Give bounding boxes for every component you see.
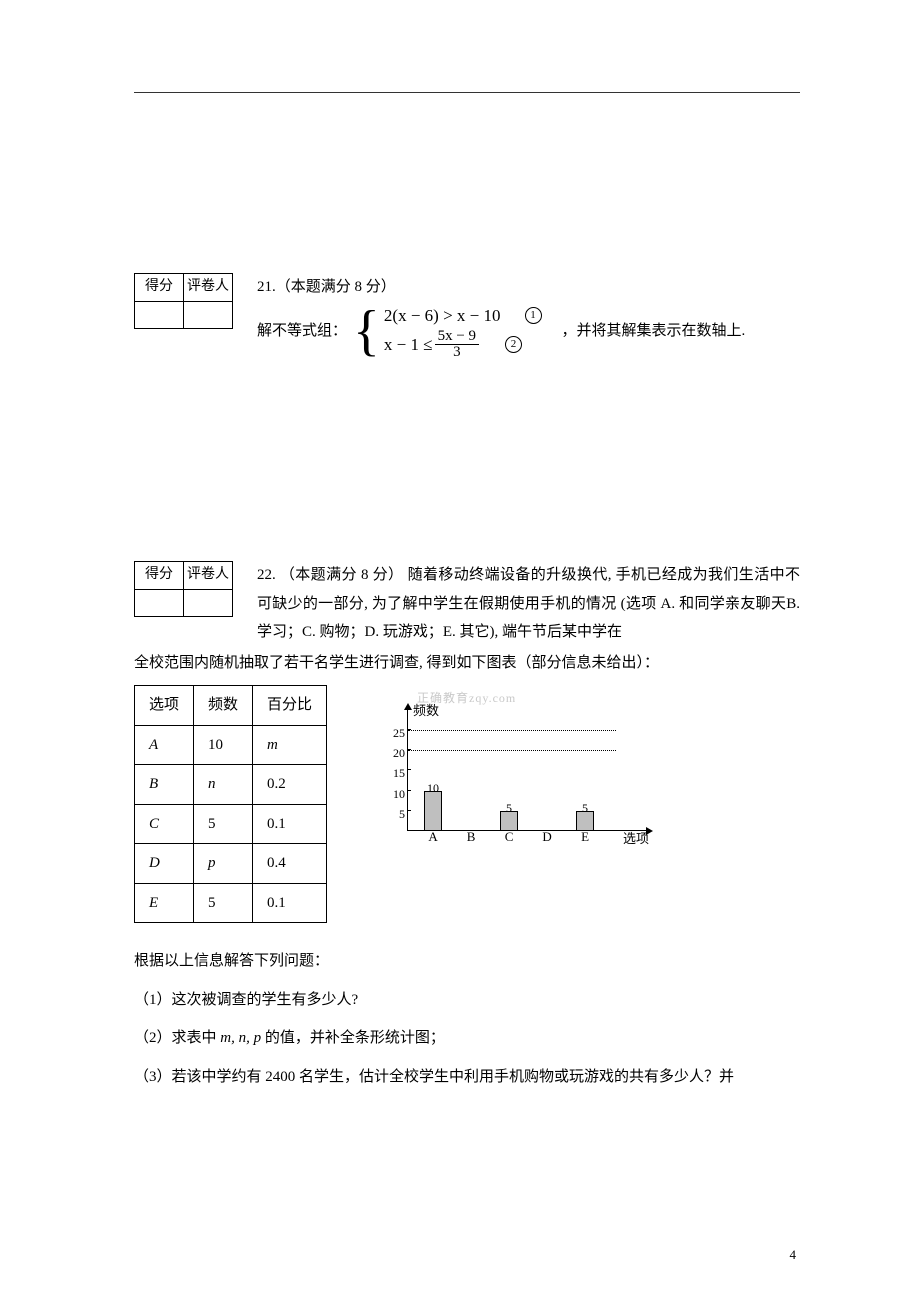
x-category-label: C <box>499 825 519 850</box>
cell: 0.1 <box>253 883 327 923</box>
table-row: C 5 0.1 <box>135 804 327 844</box>
table-row: B n 0.2 <box>135 765 327 805</box>
bar-value-label: 10 <box>424 777 442 800</box>
question-21: 得分 评卷人 21.（本题满分 8 分） 解不等式组： { 2(x − 6) >… <box>134 273 800 361</box>
y-tick: 5 <box>385 803 405 826</box>
chart-canvas: 频数 选项 51015202510AB5CD5E <box>367 699 647 849</box>
frequency-table: 选项 频数 百分比 A 10 m B n 0.2 C 5 0.1 D p <box>134 685 327 923</box>
q21-lead: 解不等式组： <box>257 317 347 346</box>
left-brace-icon: { <box>353 303 384 359</box>
q21-inequality-line: 解不等式组： { 2(x − 6) > x − 10 1 x − 1 ≤ 5x … <box>257 302 800 362</box>
q22-sub1: （1）这次被调查的学生有多少人? <box>134 986 800 1015</box>
score-header-score: 得分 <box>135 274 184 302</box>
cell: 10 <box>194 725 253 765</box>
q22-sub2-a: （2）求表中 <box>134 1030 220 1046</box>
y-axis <box>407 709 408 831</box>
bar-chart: 正确教育zqy.com 频数 选项 51015202510AB5CD5E <box>367 699 647 849</box>
score-cell-empty <box>135 589 184 616</box>
q22-title: 22. （本题满分 8 分） 随着移动终端设备的升级换代, 手机已经成为我们生活… <box>257 561 800 647</box>
x-axis-title: 选项 <box>623 827 649 852</box>
cell: B <box>135 765 194 805</box>
q22-intro: 根据以上信息解答下列问题： <box>134 947 800 976</box>
cell: m <box>253 725 327 765</box>
q21-tail: ，并将其解集表示在数轴上. <box>562 317 746 346</box>
x-category-label: B <box>461 825 481 850</box>
q22-sub2: （2）求表中 m, n, p 的值，并补全条形统计图； <box>134 1024 800 1053</box>
q22-sub2-b: 的值，并补全条形统计图； <box>261 1030 445 1046</box>
fraction-den: 3 <box>450 345 464 361</box>
table-header-row: 选项 频数 百分比 <box>135 686 327 726</box>
y-tick: 25 <box>385 722 405 745</box>
score-header-grader: 评卷人 <box>184 274 233 302</box>
table-row: E 5 0.1 <box>135 883 327 923</box>
q22-sub3: （3）若该中学约有 2400 名学生，估计全校学生中利用手机购物或玩游戏的共有多… <box>134 1063 800 1092</box>
cell: E <box>135 883 194 923</box>
q22-title-rest: 全校范围内随机抽取了若干名学生进行调查, 得到如下图表（部分信息未给出）： <box>134 649 800 678</box>
cell: C <box>135 804 194 844</box>
cell: 5 <box>194 883 253 923</box>
cell: D <box>135 844 194 884</box>
page-number: 4 <box>790 1243 797 1268</box>
x-axis <box>407 830 647 831</box>
grid-line <box>408 730 616 731</box>
cell: 0.2 <box>253 765 327 805</box>
q21-body: 21.（本题满分 8 分） 解不等式组： { 2(x − 6) > x − 10… <box>257 273 800 361</box>
page: 得分 评卷人 21.（本题满分 8 分） 解不等式组： { 2(x − 6) >… <box>0 0 920 1302</box>
table-row: D p 0.4 <box>135 844 327 884</box>
x-category-label: D <box>537 825 557 850</box>
col-freq: 频数 <box>194 686 253 726</box>
marker-1: 1 <box>525 307 542 324</box>
grader-cell-empty <box>184 301 233 328</box>
q22-sub2-vars: m, n, p <box>220 1030 261 1046</box>
score-header-score: 得分 <box>135 562 184 590</box>
header-rule <box>134 92 800 93</box>
cell: p <box>194 844 253 884</box>
score-box-q21: 得分 评卷人 <box>134 273 233 329</box>
cell: 5 <box>194 804 253 844</box>
system-rows: 2(x − 6) > x − 10 1 x − 1 ≤ 5x − 9 3 2 <box>384 302 542 362</box>
grid-line <box>408 750 616 751</box>
ineq-2-lhs: x − 1 ≤ <box>384 331 433 358</box>
score-box-q22: 得分 评卷人 <box>134 561 233 617</box>
col-option: 选项 <box>135 686 194 726</box>
bar-value-label: 5 <box>576 797 594 820</box>
x-category-label: A <box>423 825 443 850</box>
marker-2: 2 <box>505 336 522 353</box>
table-row: A 10 m <box>135 725 327 765</box>
q21-title: 21.（本题满分 8 分） <box>257 273 800 302</box>
bar-value-label: 5 <box>500 797 518 820</box>
y-tick: 20 <box>385 742 405 765</box>
x-category-label: E <box>575 825 595 850</box>
cell: 0.4 <box>253 844 327 884</box>
q21-system: { 2(x − 6) > x − 10 1 x − 1 ≤ 5x − 9 3 <box>353 302 541 362</box>
score-cell-empty <box>135 301 184 328</box>
cell: A <box>135 725 194 765</box>
grader-cell-empty <box>184 589 233 616</box>
cell: n <box>194 765 253 805</box>
fraction-num: 5x − 9 <box>435 329 479 346</box>
system-row-2: x − 1 ≤ 5x − 9 3 2 <box>384 329 542 362</box>
system-row-1: 2(x − 6) > x − 10 1 <box>384 302 542 329</box>
q22-subquestions: 根据以上信息解答下列问题： （1）这次被调查的学生有多少人? （2）求表中 m,… <box>134 947 800 1091</box>
y-tick: 10 <box>385 783 405 806</box>
y-tick: 15 <box>385 762 405 785</box>
fraction: 5x − 9 3 <box>435 329 479 362</box>
question-22: 得分 评卷人 22. （本题满分 8 分） 随着移动终端设备的升级换代, 手机已… <box>134 561 800 1091</box>
col-pct: 百分比 <box>253 686 327 726</box>
ineq-1: 2(x − 6) > x − 10 <box>384 302 501 329</box>
score-header-grader: 评卷人 <box>184 562 233 590</box>
y-axis-title: 频数 <box>413 699 439 724</box>
cell: 0.1 <box>253 804 327 844</box>
